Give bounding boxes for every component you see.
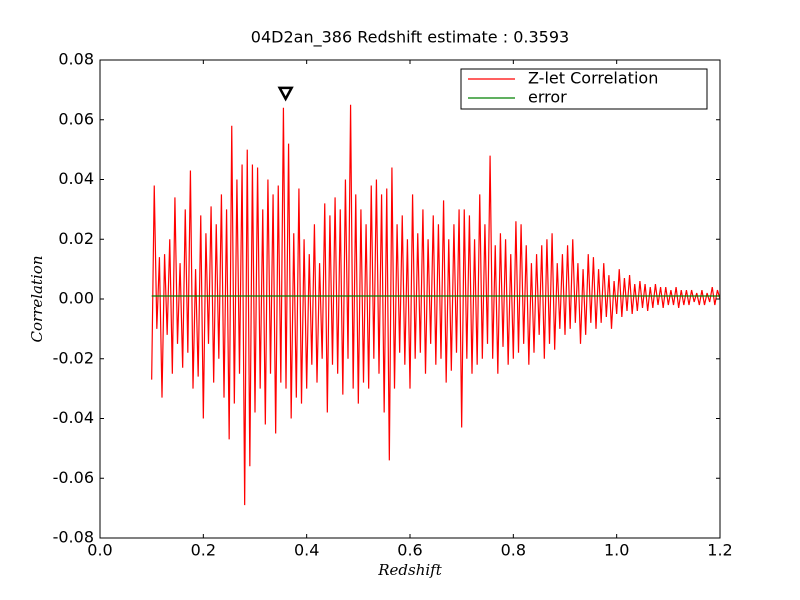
y-tick-label: 0.08 <box>58 50 94 69</box>
y-tick-label: 0.04 <box>58 169 94 188</box>
chart-title: 04D2an_386 Redshift estimate : 0.3593 <box>251 28 569 48</box>
data-line <box>151 104 721 506</box>
x-axis-label: Redshift <box>377 561 442 579</box>
x-tick-label: 0.6 <box>397 541 422 560</box>
x-tick-label: 0.0 <box>87 541 112 560</box>
plot-area <box>151 104 721 506</box>
y-tick-label: 0.00 <box>58 289 94 308</box>
y-tick-label: -0.02 <box>53 348 94 367</box>
y-tick-label: 0.06 <box>58 109 94 128</box>
x-tick-label: 0.8 <box>501 541 526 560</box>
y-tick-label: -0.06 <box>53 468 94 487</box>
x-tick-label: 0.2 <box>191 541 216 560</box>
y-tick-label: -0.08 <box>53 528 94 547</box>
y-tick-label: 0.02 <box>58 229 94 248</box>
legend-label: Z-let Correlation <box>528 69 658 88</box>
peak-marker <box>277 86 294 102</box>
legend-label: error <box>528 88 567 107</box>
x-tick-label: 0.4 <box>294 541 319 560</box>
legend-box <box>460 68 708 110</box>
y-tick-label: -0.04 <box>53 408 94 427</box>
y-axis-label: Correlation <box>28 256 46 343</box>
x-tick-label: 1.0 <box>604 541 629 560</box>
x-tick-label: 1.2 <box>707 541 732 560</box>
